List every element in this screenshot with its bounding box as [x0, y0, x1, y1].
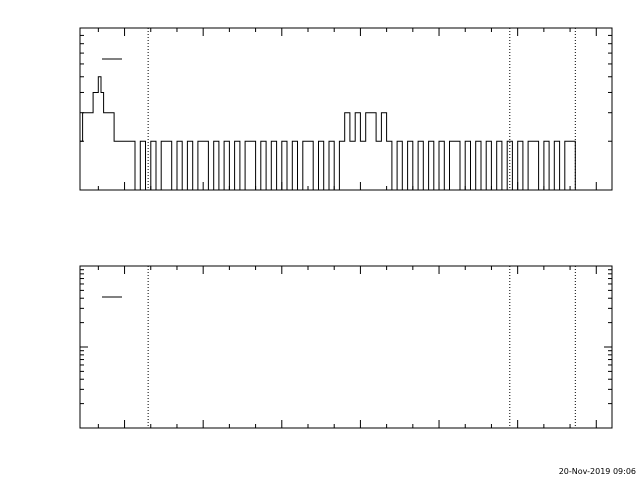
panel-hi	[79, 265, 613, 429]
plot-frame	[79, 27, 613, 191]
plot-frame	[79, 265, 613, 429]
footer-timestamp: 20-Nov-2019 09:06	[559, 467, 636, 476]
panel-lo	[79, 27, 613, 191]
series-line-primary	[80, 76, 576, 191]
